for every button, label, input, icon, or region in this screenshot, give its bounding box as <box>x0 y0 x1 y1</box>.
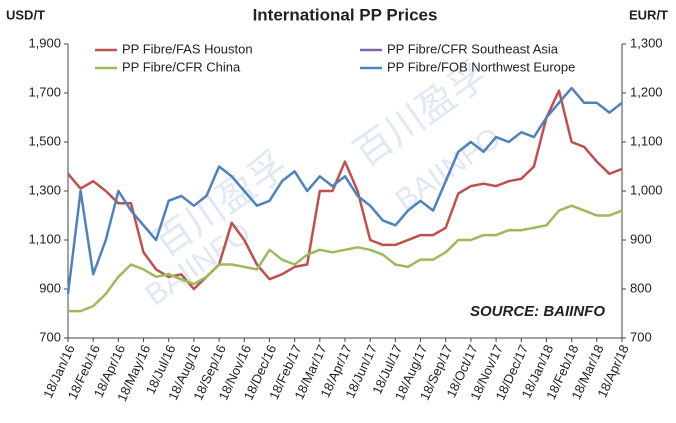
y-tick-label: 1,100 <box>28 231 61 246</box>
legend-label: PP Fibre/FOB Northwest Europe <box>387 59 575 74</box>
y-axis-label: USD/T <box>6 7 45 22</box>
legend-label: PP Fibre/CFR Southeast Asia <box>387 41 559 56</box>
y2-tick-label: 900 <box>630 231 652 246</box>
series-line <box>66 86 623 295</box>
source-annotation: SOURCE: BAIINFO <box>470 303 605 320</box>
y-tick-label: 1,700 <box>28 84 61 99</box>
y2-tick-label: 1,300 <box>630 35 663 50</box>
series-line <box>67 89 623 291</box>
watermark: 百川盈孚 BAIINFO 百川盈孚 BAIINFO <box>140 54 507 312</box>
legend-label: PP Fibre/FAS Houston <box>122 41 253 56</box>
y2-tick-label: 800 <box>630 280 652 295</box>
y-tick-label: 1,300 <box>28 182 61 197</box>
y-tick-label: 700 <box>39 329 61 344</box>
y2-tick-label: 1,100 <box>630 133 663 148</box>
y2-tick-label: 1,000 <box>630 182 663 197</box>
chart-title: International PP Prices <box>253 5 438 24</box>
y-tick-label: 1,500 <box>28 133 61 148</box>
y2-tick-label: 700 <box>630 329 652 344</box>
y-tick-label: 900 <box>39 280 61 295</box>
series-line <box>68 204 623 313</box>
y-tick-label: 1,900 <box>28 35 61 50</box>
legend-label: PP Fibre/CFR China <box>122 59 241 74</box>
y2-axis-label: EUR/T <box>629 7 668 22</box>
y2-tick-label: 1,200 <box>630 84 663 99</box>
